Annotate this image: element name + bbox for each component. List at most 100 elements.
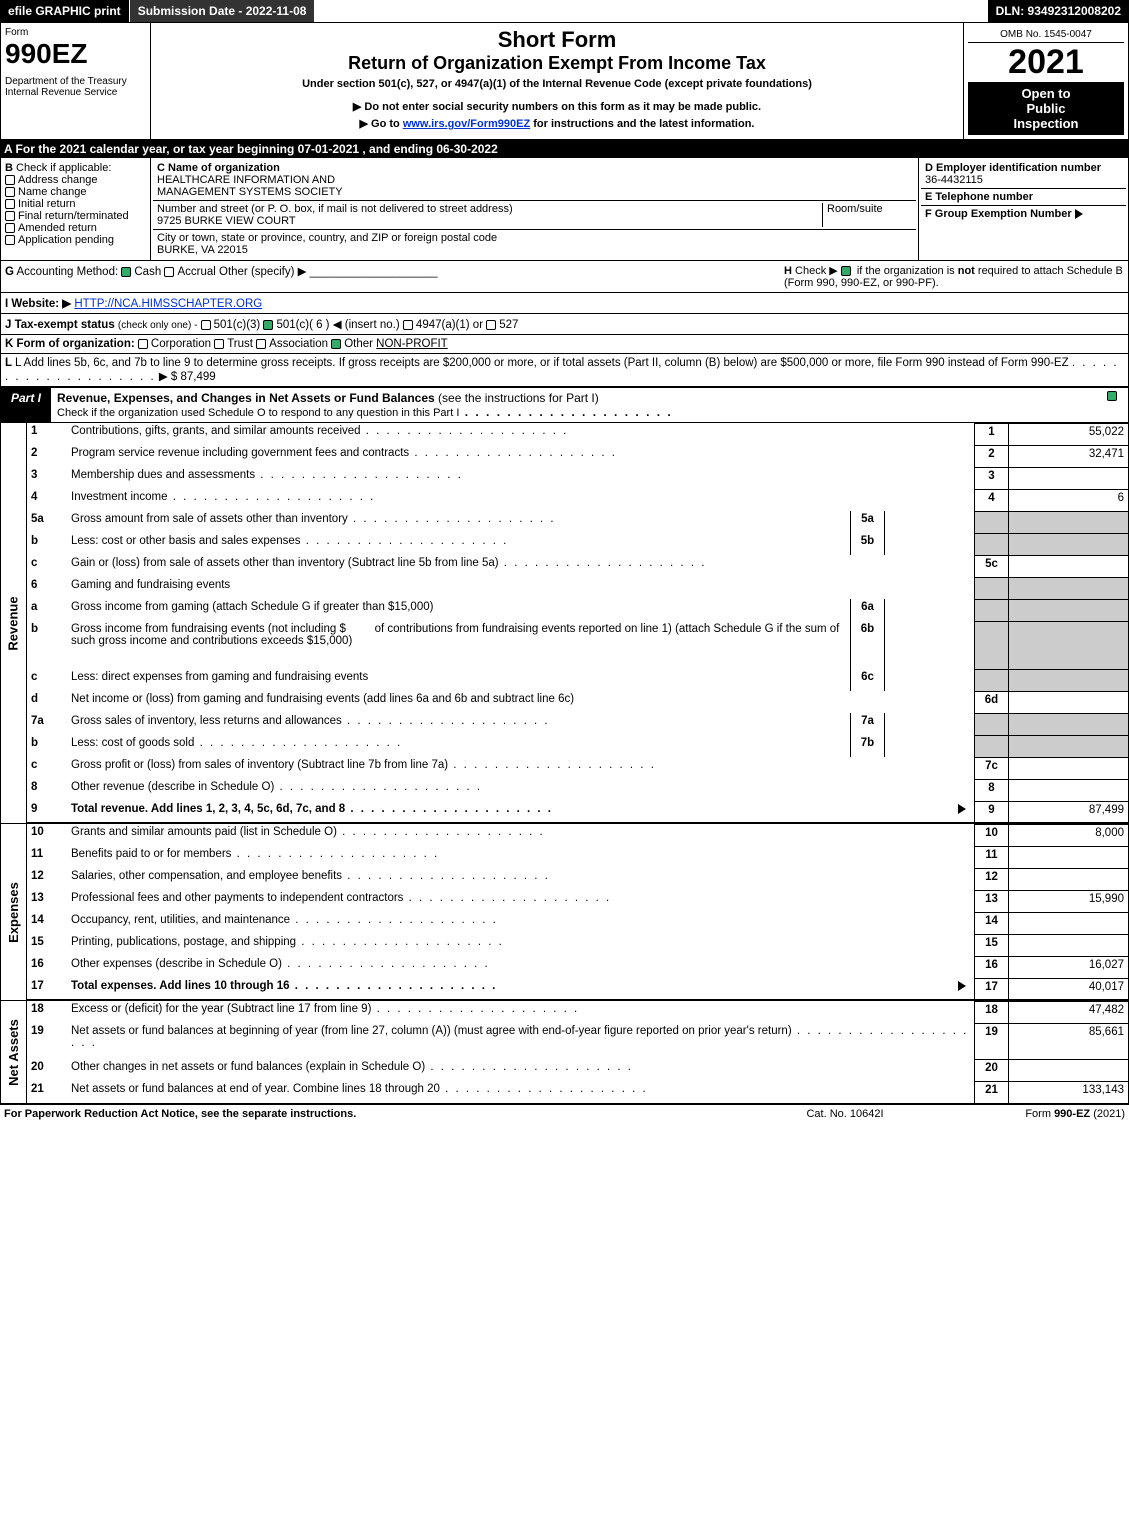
l6b-iv[interactable] (884, 621, 974, 669)
l9-bn: 9 (974, 801, 1008, 822)
l18-d: Excess or (deficit) for the year (Subtra… (67, 1001, 974, 1023)
chk-initial-return[interactable] (5, 199, 15, 209)
l18-bn: 18 (974, 1001, 1008, 1023)
l6b-ib: 6b (850, 621, 884, 669)
c-label: C Name of organization (157, 162, 280, 174)
chk-schedule-o[interactable] (1107, 391, 1117, 401)
l6c-iv[interactable] (884, 669, 974, 691)
l5b-iv[interactable] (884, 533, 974, 555)
chk-app-pending[interactable] (5, 235, 15, 245)
chk-amended[interactable] (5, 223, 15, 233)
l10-d: Grants and similar amounts paid (list in… (67, 824, 974, 846)
l6d-bn: 6d (974, 691, 1008, 713)
street-label: Number and street (or P. O. box, if mail… (157, 203, 513, 215)
no-ssn-note: ▶ Do not enter social security numbers o… (155, 100, 959, 113)
l18-v: 47,482 (1008, 1001, 1128, 1023)
opt-initial-return: Initial return (18, 198, 75, 210)
l7c-n: c (27, 757, 67, 779)
l14-v (1008, 912, 1128, 934)
org-name-1: HEALTHCARE INFORMATION AND (157, 174, 335, 186)
room-suite-label: Room/suite (822, 203, 912, 227)
l6a-ob (974, 599, 1008, 621)
l6d-d: Net income or (loss) from gaming and fun… (67, 691, 974, 713)
efile-label[interactable]: efile GRAPHIC print (0, 0, 129, 22)
l6a-iv[interactable] (884, 599, 974, 621)
chk-address-change[interactable] (5, 175, 15, 185)
part-1-note: (see the instructions for Part I) (438, 391, 599, 405)
j-label: J Tax-exempt status (5, 319, 115, 331)
l5b-ov (1008, 533, 1128, 555)
part-1-tag: Part I (1, 388, 51, 422)
l7b-d: Less: cost of goods sold (67, 735, 850, 757)
l19-n: 19 (27, 1023, 67, 1059)
l16-bn: 16 (974, 956, 1008, 978)
l3-bn: 3 (974, 467, 1008, 489)
chk-501c3[interactable] (201, 320, 211, 330)
dept-line-2: Internal Revenue Service (5, 87, 146, 98)
chk-cash[interactable] (121, 267, 131, 277)
l4-n: 4 (27, 489, 67, 511)
open-to-public: Open to Public Inspection (968, 82, 1124, 135)
l1-n: 1 (27, 423, 67, 445)
form-header: Form 990EZ Department of the Treasury In… (0, 22, 1129, 140)
l5c-n: c (27, 555, 67, 577)
l6c-n: c (27, 669, 67, 691)
l5b-n: b (27, 533, 67, 555)
l5a-iv[interactable] (884, 511, 974, 533)
l6-n: 6 (27, 577, 67, 599)
opt-amended: Amended return (18, 222, 97, 234)
l17-n: 17 (27, 978, 67, 999)
omb-number: OMB No. 1545-0047 (968, 27, 1124, 43)
l15-bn: 15 (974, 934, 1008, 956)
chk-trust[interactable] (214, 339, 224, 349)
chk-other-org[interactable] (331, 339, 341, 349)
goto-pre: ▶ Go to (360, 118, 403, 130)
chk-527[interactable] (486, 320, 496, 330)
l-text: L Add lines 5b, 6c, and 7b to line 9 to … (15, 357, 1069, 369)
irs-link[interactable]: www.irs.gov/Form990EZ (403, 118, 530, 130)
l7b-iv[interactable] (884, 735, 974, 757)
l20-bn: 20 (974, 1059, 1008, 1081)
l6-ob (974, 577, 1008, 599)
l20-d: Other changes in net assets or fund bala… (67, 1059, 974, 1081)
l11-d: Benefits paid to or for members (67, 846, 974, 868)
l10-v: 8,000 (1008, 824, 1128, 846)
section-a: A For the 2021 calendar year, or tax yea… (0, 140, 1129, 158)
dept-line-1: Department of the Treasury (5, 76, 146, 87)
l8-n: 8 (27, 779, 67, 801)
part-1-check-line: Check if the organization used Schedule … (57, 407, 459, 419)
chk-h[interactable] (841, 266, 851, 276)
chk-name-change[interactable] (5, 187, 15, 197)
l13-bn: 13 (974, 890, 1008, 912)
k-o1: Trust (227, 338, 253, 350)
l14-d: Occupancy, rent, utilities, and maintena… (67, 912, 974, 934)
net-assets-table: Net Assets 18Excess or (deficit) for the… (0, 1001, 1129, 1104)
chk-corp[interactable] (138, 339, 148, 349)
l3-v (1008, 467, 1128, 489)
l5c-d: Gain or (loss) from sale of assets other… (67, 555, 974, 577)
website-link[interactable]: HTTP://NCA.HIMSSCHAPTER.ORG (74, 298, 262, 310)
b-check-if: Check if applicable: (16, 162, 111, 174)
l17-bn: 17 (974, 978, 1008, 999)
l7c-d: Gross profit or (loss) from sales of inv… (67, 757, 974, 779)
chk-501c[interactable] (263, 320, 273, 330)
l6c-ob (974, 669, 1008, 691)
chk-4947[interactable] (403, 320, 413, 330)
chk-final-return[interactable] (5, 211, 15, 221)
l6a-ov (1008, 599, 1128, 621)
chk-assoc[interactable] (256, 339, 266, 349)
page-footer: For Paperwork Reduction Act Notice, see … (0, 1104, 1129, 1123)
part-1-title: Revenue, Expenses, and Changes in Net As… (57, 391, 435, 405)
l6b-ob (974, 621, 1008, 669)
l17-d: Total expenses. Add lines 10 through 16 (67, 978, 954, 999)
street-value: 9725 BURKE VIEW COURT (157, 215, 296, 227)
top-bar: efile GRAPHIC print Submission Date - 20… (0, 0, 1129, 22)
chk-accrual[interactable] (164, 267, 174, 277)
l14-n: 14 (27, 912, 67, 934)
k-other-val: NON-PROFIT (376, 338, 448, 350)
l7a-iv[interactable] (884, 713, 974, 735)
i-row: I Website: ▶ HTTP://NCA.HIMSSCHAPTER.ORG (0, 293, 1129, 314)
opt-app-pending: Application pending (18, 234, 114, 246)
l7b-ov (1008, 735, 1128, 757)
l9-n: 9 (27, 801, 67, 822)
